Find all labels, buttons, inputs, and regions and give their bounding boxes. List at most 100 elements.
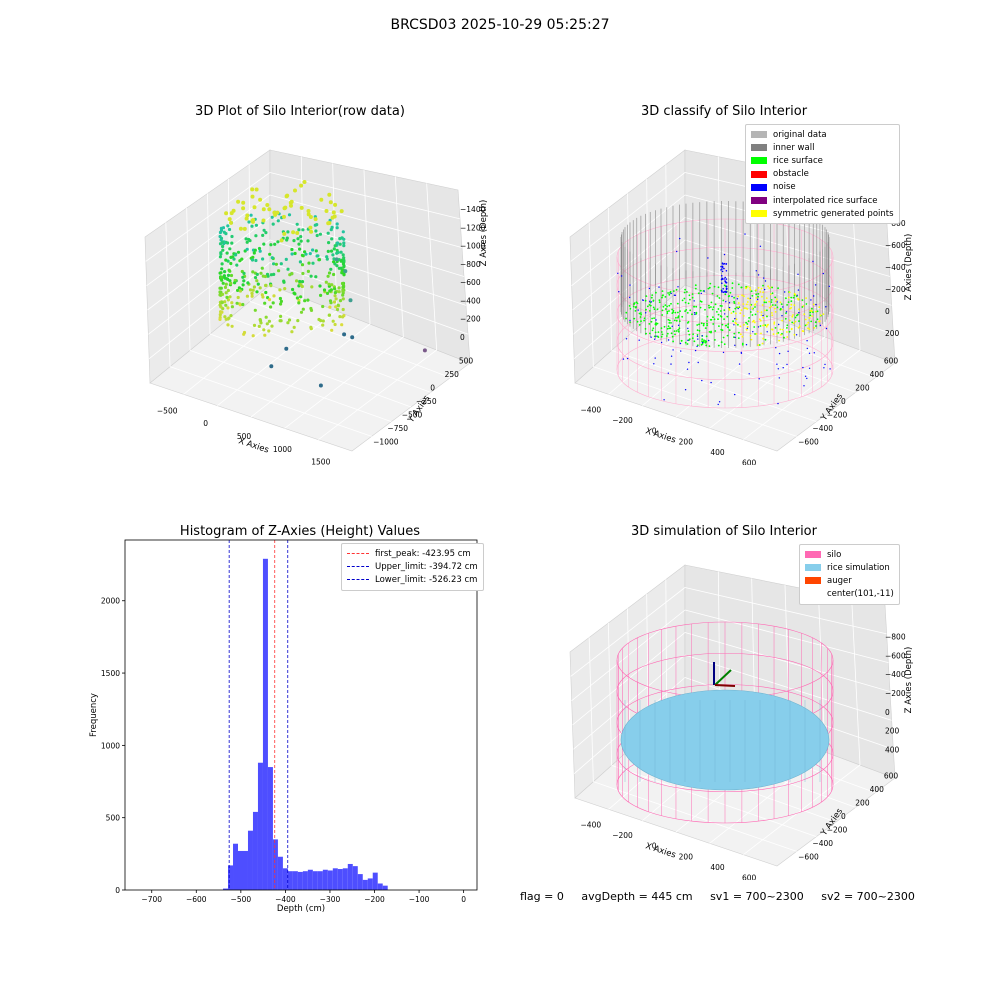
raw-point [329, 249, 334, 253]
rice-point [712, 306, 715, 308]
noise-point [724, 313, 726, 315]
noise-point [701, 341, 704, 344]
rice-point [667, 325, 670, 328]
noise-point [810, 299, 812, 301]
rice-point [816, 318, 819, 321]
rice-point [678, 327, 681, 330]
p1-y-tick: −750 [387, 424, 408, 433]
raw-point [330, 283, 334, 287]
raw-point [342, 244, 346, 248]
raw-point [332, 260, 336, 264]
legend-swatch [751, 157, 767, 165]
rice-point [667, 318, 670, 321]
noise-point [670, 363, 672, 365]
raw-point [295, 231, 300, 235]
raw-point [230, 301, 234, 305]
rice-point [716, 311, 718, 313]
raw-point [311, 248, 315, 252]
raw-point [228, 279, 232, 283]
raw-point [340, 323, 344, 327]
rice-point [664, 308, 667, 310]
rice-point [808, 328, 811, 331]
rice-point [720, 328, 723, 331]
rice-point [645, 295, 648, 297]
rice-point [749, 304, 752, 306]
raw-point [235, 263, 239, 267]
raw-point [319, 293, 323, 297]
noise-point [721, 290, 723, 293]
rice-point [658, 301, 661, 304]
legend-entry: noise [751, 181, 894, 194]
rice-point [734, 307, 737, 310]
rice-point [677, 328, 680, 331]
raw-point [224, 282, 228, 286]
raw-point [333, 291, 337, 295]
raw-point [272, 272, 276, 276]
rice-point [720, 310, 722, 312]
noise-point [762, 314, 764, 317]
p1-y-tick: −250 [416, 397, 437, 406]
raw-point [230, 305, 234, 309]
legend-label: obstacle [773, 169, 809, 180]
outlier-point [348, 298, 353, 303]
rice-point [788, 330, 791, 333]
rice-point [638, 312, 641, 315]
raw-point [230, 241, 234, 245]
rice-point [743, 323, 745, 326]
raw-point [328, 200, 333, 205]
p2-z-tick: −600 [885, 241, 906, 250]
rice-point [740, 309, 743, 311]
raw-point [306, 269, 310, 273]
avg-depth-text: avgDepth = 445 cm [581, 890, 693, 903]
noise-point [703, 290, 705, 292]
legend-swatch [751, 131, 767, 139]
rice-point [648, 323, 651, 325]
rice-point [768, 300, 770, 303]
noise-point [723, 253, 726, 256]
raw-point [264, 290, 268, 295]
rice-point [756, 310, 759, 313]
p1-y-tick: 250 [445, 370, 460, 379]
rice-point [753, 321, 756, 324]
p1-z-tick: −600 [460, 278, 481, 287]
rice-point [773, 323, 776, 325]
rice-point [635, 301, 638, 304]
raw-point [257, 246, 262, 251]
panel2-title: 3D classify of Silo Interior [640, 104, 808, 119]
noise-point [618, 291, 620, 293]
raw-point [253, 248, 257, 252]
noise-point [757, 298, 759, 300]
raw-point [237, 302, 242, 306]
noise-point [701, 335, 703, 337]
noise-point [824, 363, 826, 366]
noise-point [725, 278, 728, 280]
rice-point [719, 304, 722, 307]
raw-point [314, 229, 318, 233]
p2-z-tick: −200 [885, 285, 906, 294]
raw-point [321, 304, 325, 309]
raw-point [341, 285, 345, 289]
rice-point [717, 344, 720, 347]
rice-point [755, 300, 758, 303]
raw-point [289, 199, 294, 204]
rice-point [717, 286, 720, 289]
panel1-zlabel: Z Axies (Depth) [479, 200, 489, 267]
raw-point [327, 282, 331, 286]
noise-point [797, 289, 800, 291]
noise-point [806, 347, 808, 350]
rice-point [768, 306, 771, 309]
p2-y-tick: −600 [798, 437, 819, 446]
raw-point [240, 257, 244, 261]
noise-point [722, 291, 725, 293]
rice-point [760, 332, 762, 335]
rice-point [686, 322, 689, 324]
rice-point [771, 314, 774, 317]
raw-point [238, 289, 242, 293]
raw-point [268, 252, 272, 256]
rice-point [666, 310, 669, 313]
hist-bar [337, 869, 343, 890]
noise-point [649, 300, 651, 302]
rice-point [759, 319, 762, 322]
legend-swatch [751, 210, 767, 218]
legend-label: interpolated rice surface [773, 195, 878, 206]
